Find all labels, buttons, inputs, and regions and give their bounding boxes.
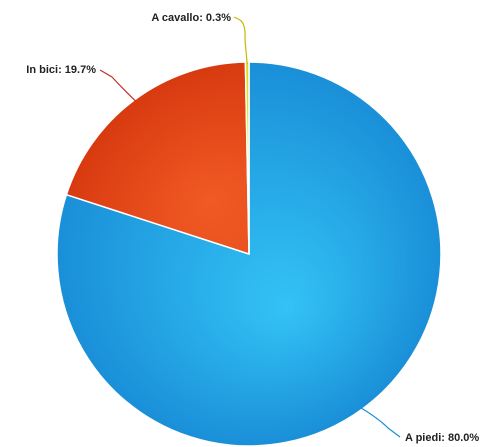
label-connector-a-cavallo bbox=[233, 16, 248, 65]
label-connector-in-bici bbox=[99, 69, 137, 102]
connectors-layer bbox=[99, 16, 401, 438]
label-connector-a-piedi bbox=[360, 407, 401, 438]
slice-label-in-bici: In bici: 19.7% bbox=[26, 64, 96, 76]
slices-layer bbox=[56, 61, 442, 447]
labels-layer: A piedi: 80.0% In bici: 19.7% A cavallo: 0… bbox=[26, 12, 479, 444]
slice-label-a-piedi: A piedi: 80.0% bbox=[405, 432, 479, 444]
slice-label-a-cavallo: A cavallo: 0.3% bbox=[151, 12, 231, 24]
